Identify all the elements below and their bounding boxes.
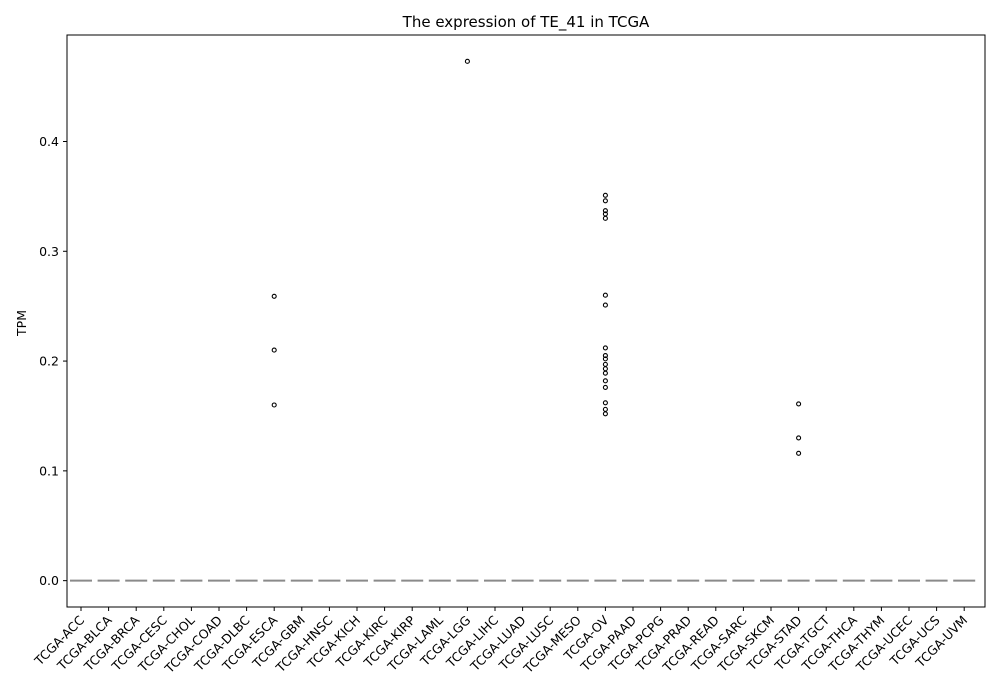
outlier-point bbox=[271, 402, 277, 408]
outlier-point bbox=[602, 370, 608, 376]
y-tick-label: 0.2 bbox=[39, 354, 59, 369]
outlier-point bbox=[796, 401, 802, 407]
outlier-point bbox=[602, 356, 608, 362]
y-tick-label: 0.3 bbox=[39, 244, 59, 259]
outlier-point bbox=[271, 347, 277, 353]
outlier-point bbox=[602, 345, 608, 351]
outlier-point bbox=[602, 302, 608, 308]
outlier-point bbox=[602, 198, 608, 204]
outlier-point bbox=[602, 400, 608, 406]
outlier-point bbox=[602, 292, 608, 298]
outlier-point bbox=[602, 215, 608, 221]
y-tick-label: 0.4 bbox=[39, 134, 59, 149]
chart-title: The expression of TE_41 in TCGA bbox=[402, 13, 650, 32]
outlier-point bbox=[796, 435, 802, 441]
y-tick-label: 0.0 bbox=[39, 573, 59, 588]
outlier-point bbox=[602, 192, 608, 198]
outlier-point bbox=[602, 378, 608, 384]
outlier-point bbox=[602, 366, 608, 372]
plot-frame bbox=[66, 34, 986, 608]
plot-area: 0.00.10.20.30.4TCGA-ACCTCGA-BLCATCGA-BRC… bbox=[31, 58, 976, 677]
outlier-point bbox=[271, 293, 277, 299]
outlier-point bbox=[602, 406, 608, 412]
outlier-point bbox=[602, 353, 608, 359]
y-axis-title: TPM bbox=[14, 310, 29, 337]
outlier-point bbox=[602, 208, 608, 214]
outlier-point bbox=[602, 361, 608, 367]
outlier-point bbox=[602, 411, 608, 417]
outlier-point bbox=[464, 58, 470, 64]
outlier-point bbox=[796, 450, 802, 456]
outlier-point bbox=[602, 384, 608, 390]
y-tick-label: 0.1 bbox=[39, 463, 59, 478]
